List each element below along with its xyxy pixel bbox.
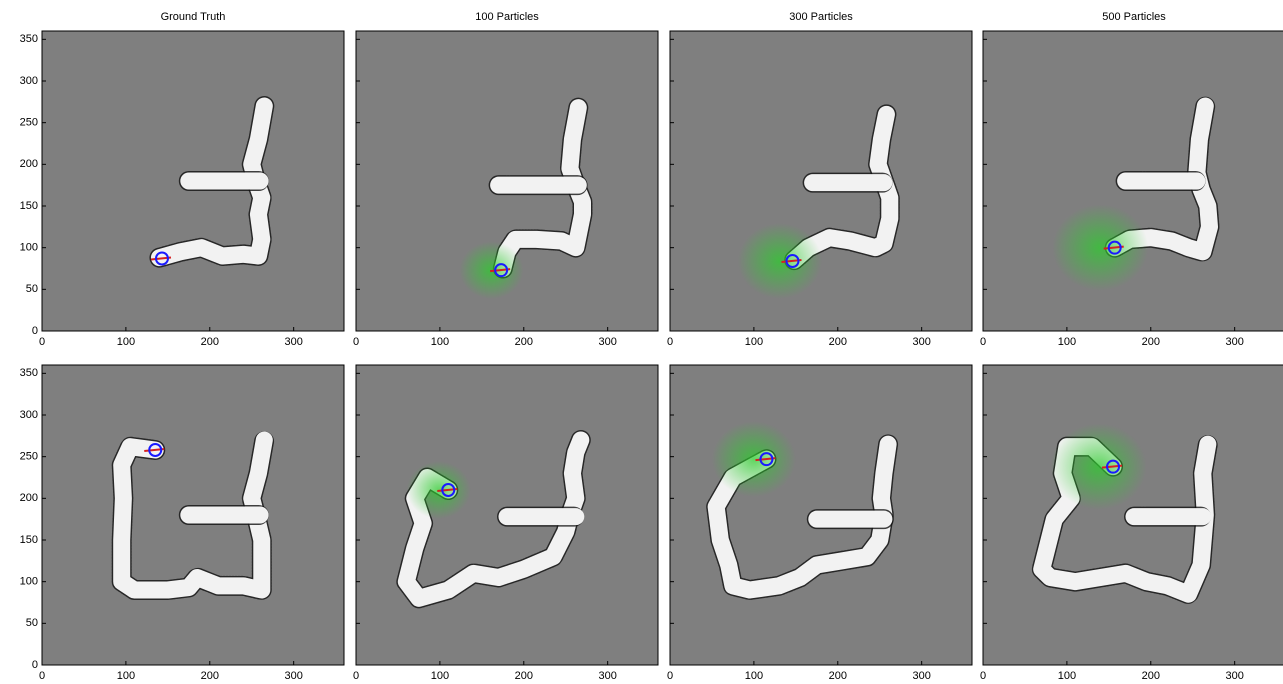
y-tick-label: 0 <box>32 659 38 671</box>
x-tick-label: 300 <box>1225 670 1243 682</box>
panel-title: 500 Particles <box>1102 11 1166 23</box>
x-tick-label: 0 <box>39 670 45 682</box>
x-tick-label: 0 <box>353 670 359 682</box>
y-tick-label: 150 <box>20 534 38 546</box>
x-tick-label: 200 <box>201 336 219 348</box>
y-tick-label: 250 <box>20 117 38 129</box>
x-tick-label: 300 <box>598 670 616 682</box>
x-tick-label: 300 <box>912 336 930 348</box>
y-tick-label: 200 <box>20 158 38 170</box>
y-tick-label: 300 <box>20 409 38 421</box>
x-tick-label: 100 <box>1058 670 1076 682</box>
x-tick-label: 0 <box>667 670 673 682</box>
x-tick-label: 100 <box>745 336 763 348</box>
y-tick-label: 50 <box>26 283 38 295</box>
particle-cloud <box>712 421 796 497</box>
y-tick-label: 150 <box>20 200 38 212</box>
figure: Ground Truth 0 100 200 300 0 50 100 150 200 250 300… <box>0 0 1283 684</box>
x-tick-label: 300 <box>598 336 616 348</box>
y-tick-label: 100 <box>20 242 38 254</box>
y-tick-label: 200 <box>20 492 38 504</box>
x-tick-label: 200 <box>201 670 219 682</box>
x-tick-label: 0 <box>667 336 673 348</box>
y-tick-label: 350 <box>20 33 38 45</box>
x-tick-label: 200 <box>1142 670 1160 682</box>
x-tick-label: 100 <box>1058 336 1076 348</box>
panel-title: 300 Particles <box>789 11 853 23</box>
x-tick-label: 300 <box>284 336 302 348</box>
particle-cloud <box>1051 423 1147 509</box>
x-tick-label: 200 <box>1142 336 1160 348</box>
particle-cloud <box>1052 204 1148 290</box>
panel-title: 100 Particles <box>475 11 539 23</box>
x-tick-label: 100 <box>431 336 449 348</box>
x-tick-label: 0 <box>980 336 986 348</box>
y-tick-label: 50 <box>26 617 38 629</box>
x-tick-label: 0 <box>353 336 359 348</box>
x-tick-label: 0 <box>980 670 986 682</box>
x-tick-label: 0 <box>39 336 45 348</box>
y-tick-label: 100 <box>20 576 38 588</box>
x-tick-label: 200 <box>829 670 847 682</box>
particle-cloud <box>738 223 822 299</box>
x-tick-label: 100 <box>117 670 135 682</box>
x-tick-label: 300 <box>912 670 930 682</box>
x-tick-label: 300 <box>284 670 302 682</box>
panel-title: Ground Truth <box>161 11 226 23</box>
x-tick-label: 100 <box>431 670 449 682</box>
y-tick-label: 0 <box>32 325 38 337</box>
x-tick-label: 300 <box>1225 336 1243 348</box>
x-tick-label: 100 <box>117 336 135 348</box>
y-tick-label: 250 <box>20 451 38 463</box>
x-tick-label: 100 <box>745 670 763 682</box>
x-tick-label: 200 <box>515 336 533 348</box>
x-tick-label: 200 <box>515 670 533 682</box>
x-tick-label: 200 <box>829 336 847 348</box>
y-tick-label: 300 <box>20 75 38 87</box>
y-tick-label: 350 <box>20 367 38 379</box>
